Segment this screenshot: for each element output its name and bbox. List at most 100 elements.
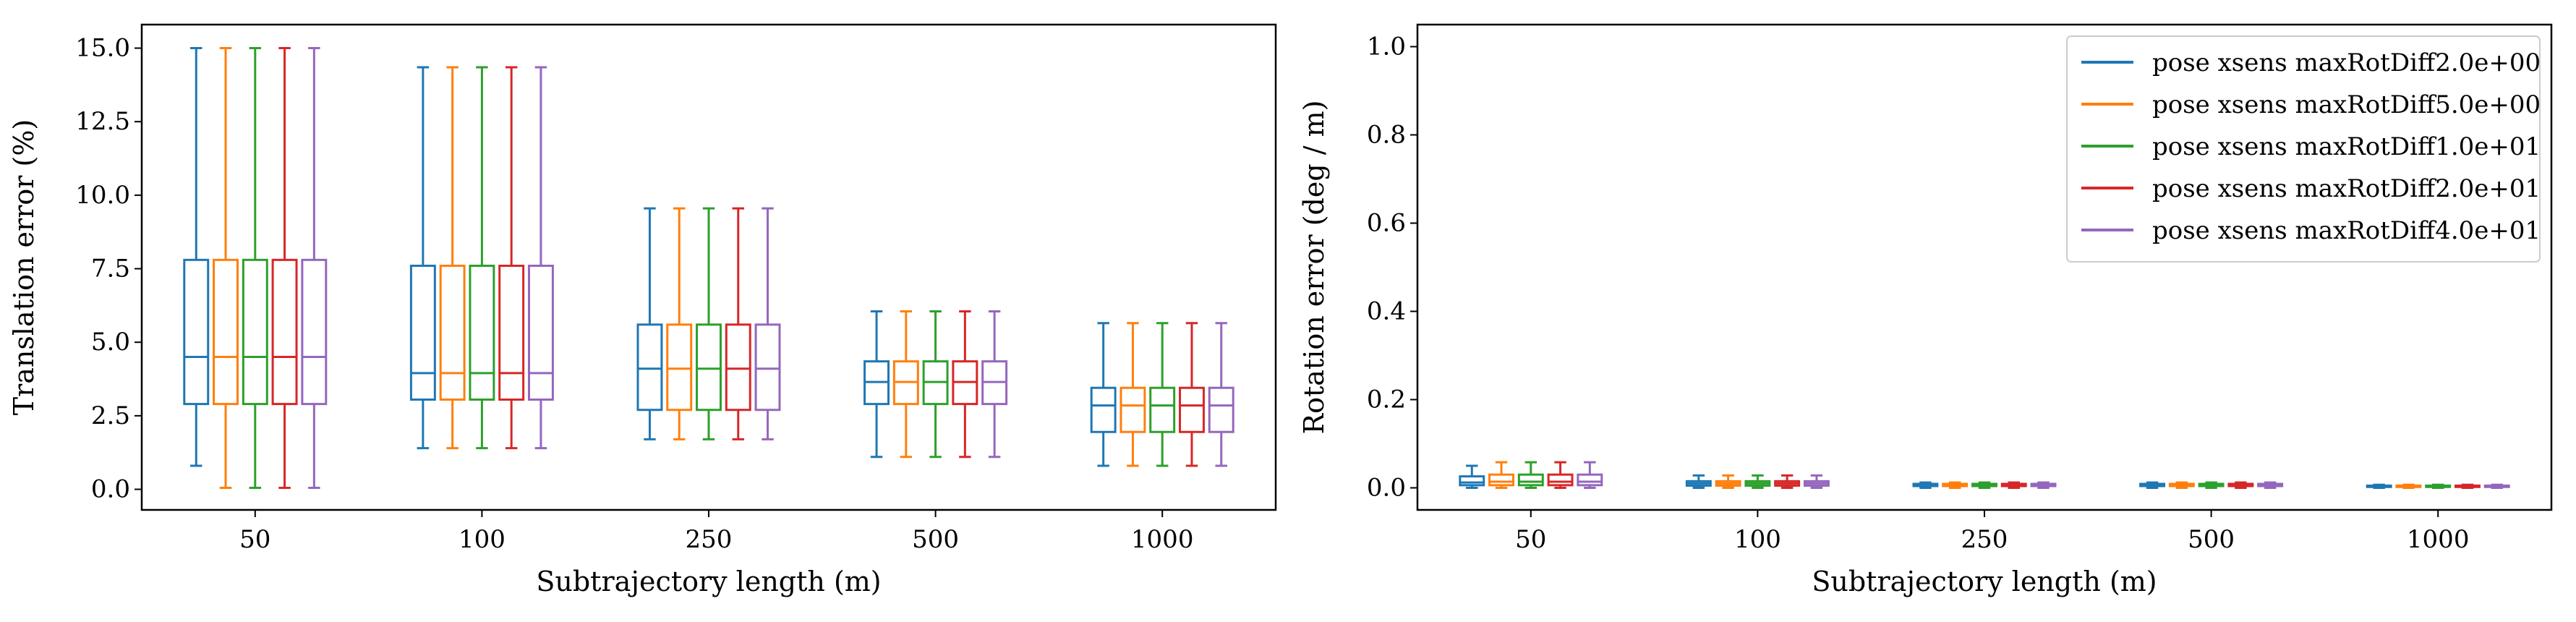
box-50-series-2 xyxy=(1488,461,1514,489)
box-250-series-5 xyxy=(754,207,781,440)
x-tick-label: 100 xyxy=(459,525,506,554)
y-tick-label: 0.6 xyxy=(1367,209,1406,238)
box-250-series-2 xyxy=(666,207,693,440)
y-tick-label: 5.0 xyxy=(91,328,130,357)
rotation-error-panel: 0.0 0.2 0.4 0.6 0.8 1.0 50 100 250 500 1000 Subtraj… xyxy=(1298,23,2553,597)
box-body xyxy=(469,264,495,401)
box-500-series-5 xyxy=(981,310,1008,459)
box-500-series-4 xyxy=(2227,481,2254,489)
box-50-series-3 xyxy=(1517,461,1544,489)
box-body xyxy=(1149,386,1176,433)
x-tick-label: 250 xyxy=(686,525,733,554)
x-tick-label: 500 xyxy=(2188,525,2235,554)
legend-entry-label: pose xsens maxRotDiff2.0e+00 xyxy=(2152,48,2541,77)
x-axis-label: Subtrajectory length (m) xyxy=(536,566,881,597)
box-500-series-1 xyxy=(2139,481,2166,489)
box-250-series-3 xyxy=(696,207,722,440)
translation-error-panel: 0.0 2.5 5.0 7.5 10.0 12.5 15.0 50 100 250 500 1000 S… xyxy=(8,23,1277,597)
box-100-series-4 xyxy=(498,66,525,450)
box-body xyxy=(754,323,781,412)
box-body xyxy=(1090,386,1117,433)
box-body xyxy=(696,323,722,412)
box-500-series-5 xyxy=(2257,481,2284,489)
box-body xyxy=(1517,473,1544,487)
x-axis-label: Subtrajectory length (m) xyxy=(1812,566,2157,597)
box-body xyxy=(527,264,554,401)
y-tick-label: 2.5 xyxy=(91,401,130,430)
y-tick-label: 7.5 xyxy=(91,255,130,284)
box-50-series-3 xyxy=(242,47,268,489)
box-body xyxy=(301,258,328,406)
box-body xyxy=(439,264,466,401)
box-250-series-5 xyxy=(2030,481,2057,489)
box-500-series-3 xyxy=(2198,481,2225,489)
x-tick-label: 1000 xyxy=(1131,525,1194,554)
box-1000-series-3 xyxy=(1149,322,1176,467)
y-tick-label: 15.0 xyxy=(75,34,130,63)
y-tick-label: 12.5 xyxy=(75,107,130,136)
box-1000-series-1 xyxy=(1090,322,1117,467)
box-100-series-5 xyxy=(1803,474,1830,489)
y-tick-label: 1.0 xyxy=(1367,33,1406,61)
box-body xyxy=(1577,473,1603,487)
box-50-series-4 xyxy=(271,47,298,489)
box-250-series-1 xyxy=(1912,481,1939,489)
y-tick-label: 0.8 xyxy=(1367,121,1406,150)
x-tick-label: 500 xyxy=(912,525,959,554)
box-100-series-3 xyxy=(469,66,495,450)
box-body xyxy=(1119,386,1146,433)
x-tick-label: 50 xyxy=(1515,525,1546,554)
box-250-series-2 xyxy=(1942,481,1969,489)
x-tick-label: 50 xyxy=(239,525,270,554)
box-50-series-1 xyxy=(183,47,210,467)
box-body xyxy=(636,323,663,412)
box-100-series-2 xyxy=(439,66,466,450)
box-1000-series-5 xyxy=(2483,483,2510,489)
box-body xyxy=(213,258,239,406)
box-100-series-4 xyxy=(1774,474,1801,489)
box-100-series-5 xyxy=(527,66,554,450)
box-body xyxy=(242,258,268,406)
y-tick-label: 0.4 xyxy=(1367,297,1406,326)
box-100-series-1 xyxy=(1685,474,1712,489)
legend-entry-label: pose xsens maxRotDiff4.0e+01 xyxy=(2152,216,2541,245)
box-500-series-4 xyxy=(952,310,978,459)
legend: pose xsens maxRotDiff2.0e+00 pose xsens m… xyxy=(2066,35,2541,263)
box-50-series-5 xyxy=(1577,461,1603,489)
y-tick-label: 10.0 xyxy=(75,181,130,210)
box-50-series-2 xyxy=(213,47,239,489)
legend-entry-label: pose xsens maxRotDiff1.0e+01 xyxy=(2152,132,2541,161)
x-tick-label: 1000 xyxy=(2407,525,2470,554)
y-axis-label: Translation error (%) xyxy=(8,119,40,416)
box-body xyxy=(1208,386,1234,433)
box-250-series-4 xyxy=(2000,481,2027,489)
box-body xyxy=(1459,475,1485,487)
y-axis-label: Rotation error (deg / m) xyxy=(1298,101,1330,435)
box-100-series-3 xyxy=(1744,474,1771,489)
box-250-series-3 xyxy=(1971,481,1997,489)
box-body xyxy=(1179,386,1205,433)
box-1000-series-2 xyxy=(1119,322,1146,467)
box-500-series-1 xyxy=(863,310,890,459)
box-body xyxy=(666,323,693,412)
box-1000-series-3 xyxy=(2425,483,2452,489)
x-tick-label: 100 xyxy=(1734,525,1781,554)
y-tick-label: 0.0 xyxy=(1367,474,1406,503)
box-body xyxy=(183,258,210,406)
legend-entry-label: pose xsens maxRotDiff5.0e+00 xyxy=(2152,90,2541,119)
box-1000-series-5 xyxy=(1208,322,1234,467)
box-body xyxy=(409,264,436,401)
box-body xyxy=(725,323,751,412)
x-tick-label: 250 xyxy=(1961,525,2008,554)
box-250-series-1 xyxy=(636,207,663,440)
box-100-series-2 xyxy=(1715,474,1741,489)
box-body xyxy=(498,264,525,401)
box-1000-series-1 xyxy=(2366,483,2392,489)
box-1000-series-2 xyxy=(2395,483,2422,489)
box-500-series-2 xyxy=(2168,481,2195,489)
box-500-series-2 xyxy=(892,310,919,459)
box-body xyxy=(1488,473,1514,487)
y-tick-label: 0.2 xyxy=(1367,385,1406,414)
box-100-series-1 xyxy=(409,66,436,450)
